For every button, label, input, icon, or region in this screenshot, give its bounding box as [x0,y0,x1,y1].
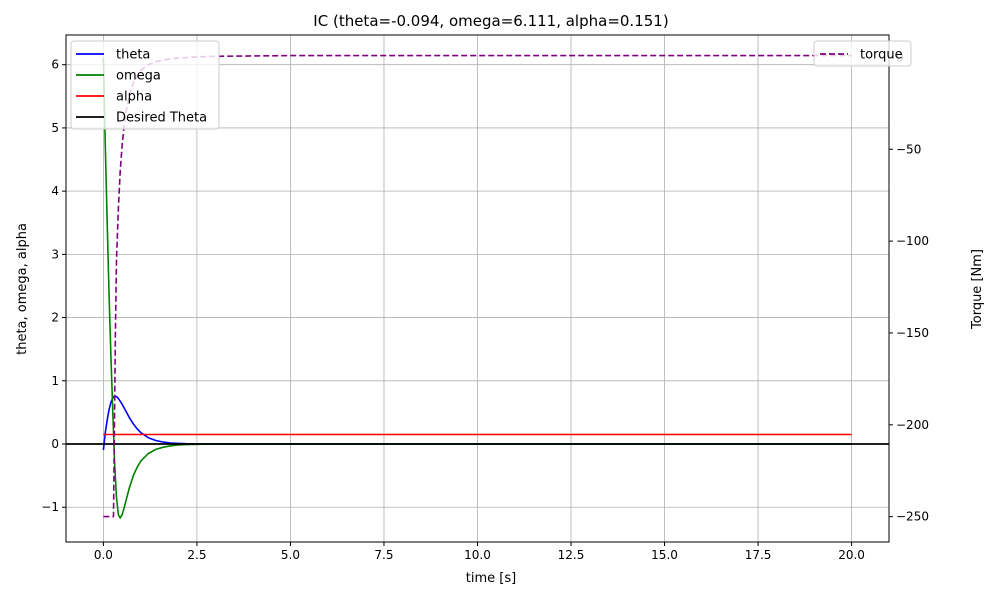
axis-ticks: 0.0 2.5 5.0 7.5 10.0 12.5 15.0 17.5 20.0 −1 0 1 2 3 4 5… [41,50,929,562]
y-tick-label-right: −100 [896,234,929,248]
legend-left: theta omega alpha Desired Theta [70,40,220,130]
y-tick-label-right: −200 [896,418,929,432]
y-tick-label-left: 6 [51,58,59,72]
x-axis-label: time [s] [466,571,516,586]
chart-title: IC (theta=-0.094, omega=6.111, alpha=0.1… [313,12,668,30]
y-axis-label-left: theta, omega, alpha [15,223,30,355]
legend-label-torque: torque [860,48,903,63]
x-tick-label: 5.0 [281,548,300,562]
y-tick-label-left: 3 [51,247,59,261]
y-tick-label-left: 5 [51,121,59,135]
legend-label-desired-theta: Desired Theta [116,111,207,126]
legend-label-alpha: alpha [116,90,152,105]
y-tick-label-right: −50 [896,142,921,156]
x-tick-label: 15.0 [651,548,678,562]
legend-right: torque [813,40,912,67]
y-axis-label-right: Torque [Nm] [970,249,985,330]
y-tick-label-left: 1 [51,374,59,388]
y-tick-label-left: 4 [51,184,59,198]
x-tick-label: 2.5 [187,548,206,562]
x-tick-label: 0.0 [94,548,113,562]
y-tick-label-right: −250 [896,510,929,524]
legend-label-theta: theta [116,48,150,63]
y-tick-label-left: 0 [51,437,59,451]
x-tick-label: 12.5 [558,548,585,562]
y-tick-label-right: −150 [896,326,929,340]
y-tick-label-left: 2 [51,311,59,325]
x-tick-label: 7.5 [374,548,393,562]
x-tick-label: 20.0 [838,548,865,562]
legend-label-omega: omega [116,69,161,84]
legend-left-box [70,40,220,130]
legend-right-box [813,40,912,67]
x-tick-label: 10.0 [464,548,491,562]
x-tick-label: 17.5 [745,548,772,562]
y-tick-label-left: −1 [41,500,59,514]
